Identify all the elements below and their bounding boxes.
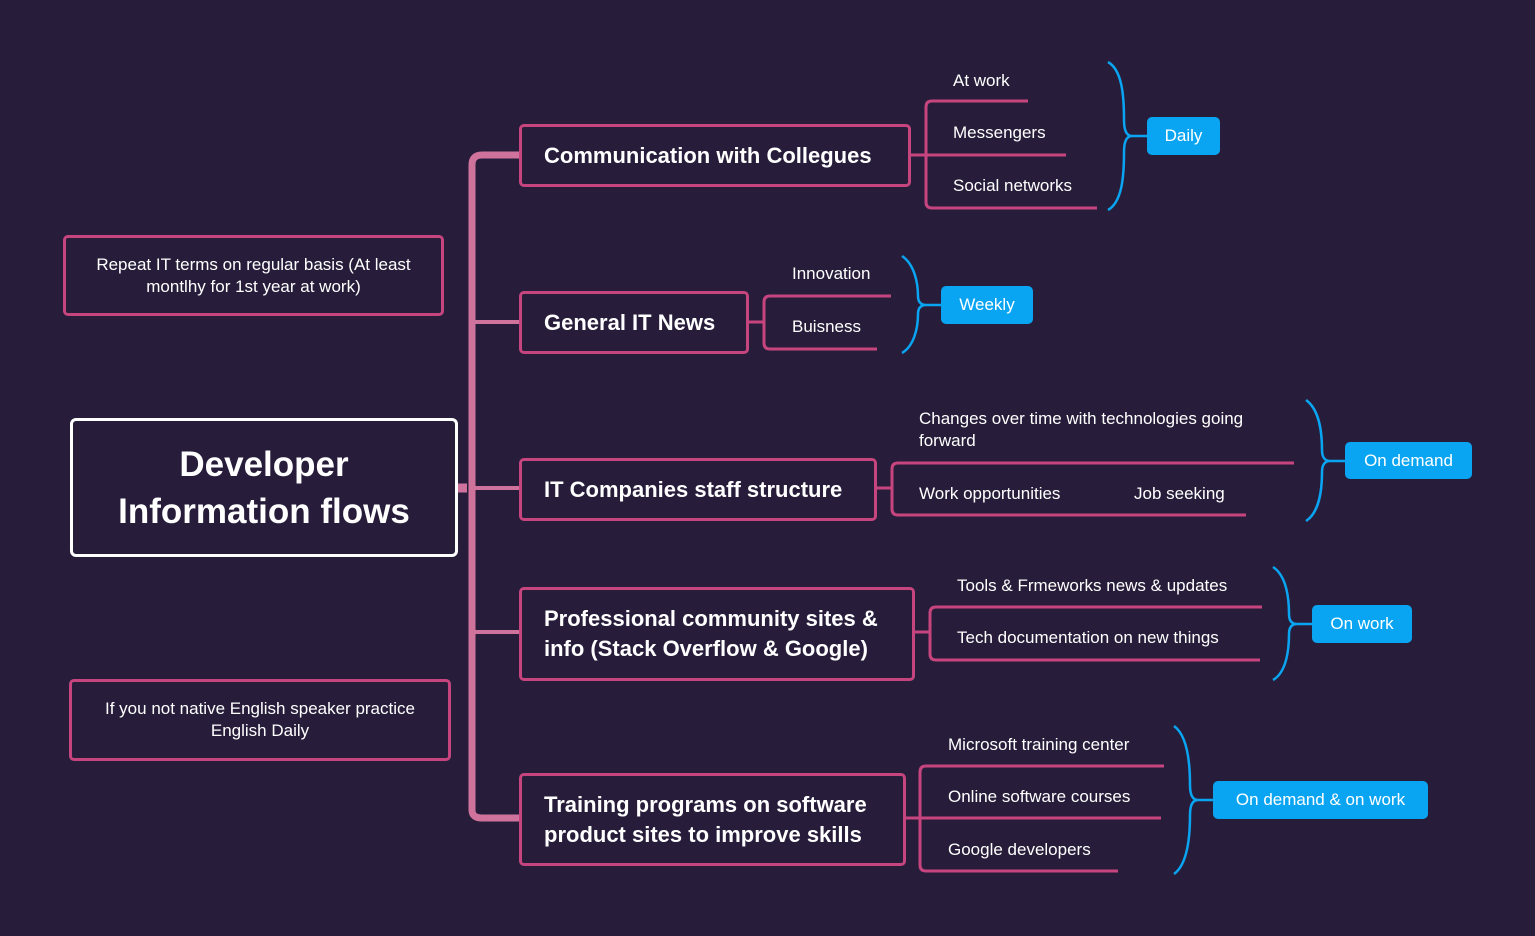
badge-on-demand-on-work[interactable]: On demand & on work — [1213, 781, 1428, 819]
topic-title: Training programs on software product si… — [544, 791, 867, 847]
note-text: Repeat IT terms on regular basis (At lea… — [96, 254, 411, 296]
subtopic-tools-frameworks[interactable]: Tools & Frmeworks news & updates — [957, 576, 1228, 595]
topic-title: Professional community sites & info (Sta… — [544, 606, 878, 661]
subtopic-microsoft-training[interactable]: Microsoft training center — [948, 735, 1130, 754]
subtopic-online-courses[interactable]: Online software courses — [948, 787, 1131, 806]
topic-staff-structure[interactable]: IT Companies staff structure — [519, 458, 877, 521]
t2-sub-lines — [762, 294, 891, 351]
subtopic-job-seeking[interactable]: Job seeking — [1134, 484, 1225, 503]
topic-title: General IT News — [544, 309, 716, 335]
subtopic-innovation[interactable]: Innovation — [792, 264, 871, 283]
subtopic-at-work[interactable]: At work — [953, 71, 1010, 90]
central-topic[interactable]: Developer Information flows — [70, 418, 458, 557]
bracket-on-demand — [1305, 398, 1346, 523]
t3-sub-lines — [890, 461, 1294, 517]
subtopic-messengers[interactable]: Messengers — [953, 123, 1046, 142]
badge-on-demand[interactable]: On demand — [1345, 442, 1472, 479]
subtopic-tech-documentation[interactable]: Tech documentation on new things — [957, 628, 1219, 647]
badge-weekly[interactable]: Weekly — [941, 286, 1033, 324]
topic-general-it-news[interactable]: General IT News — [519, 291, 749, 354]
note-english-practice[interactable]: If you not native English speaker practi… — [69, 679, 451, 761]
subtopic-buisness[interactable]: Buisness — [792, 317, 861, 336]
bracket-weekly — [901, 254, 942, 355]
subtopic-google-developers[interactable]: Google developers — [948, 840, 1091, 859]
central-topic-line2: Information flows — [118, 491, 410, 531]
subtopic-changes-over-time[interactable]: Changes over time with technologies goin… — [919, 409, 1244, 450]
topic-title: Communication with Collegues — [544, 142, 872, 168]
bracket-on-work — [1272, 565, 1313, 682]
subtopic-work-opportunities[interactable]: Work opportunities — [919, 484, 1061, 503]
subtopic-social-networks[interactable]: Social networks — [953, 176, 1073, 195]
badge-daily[interactable]: Daily — [1147, 117, 1220, 155]
topic-training-programs[interactable]: Training programs on software product si… — [519, 773, 906, 866]
central-topic-line1: Developer — [179, 444, 349, 484]
topic-community-sites[interactable]: Professional community sites & info (Sta… — [519, 587, 915, 681]
topic-title: IT Companies staff structure — [544, 476, 843, 502]
t4-sub-lines — [928, 605, 1262, 662]
bracket-daily — [1107, 60, 1148, 212]
note-text: If you not native English speaker practi… — [105, 699, 415, 740]
topic-communication[interactable]: Communication with Collegues — [519, 124, 911, 187]
bracket-on-demand-work — [1173, 724, 1214, 876]
badge-on-work[interactable]: On work — [1312, 605, 1412, 643]
note-repeat-it-terms[interactable]: Repeat IT terms on regular basis (At lea… — [63, 235, 444, 316]
